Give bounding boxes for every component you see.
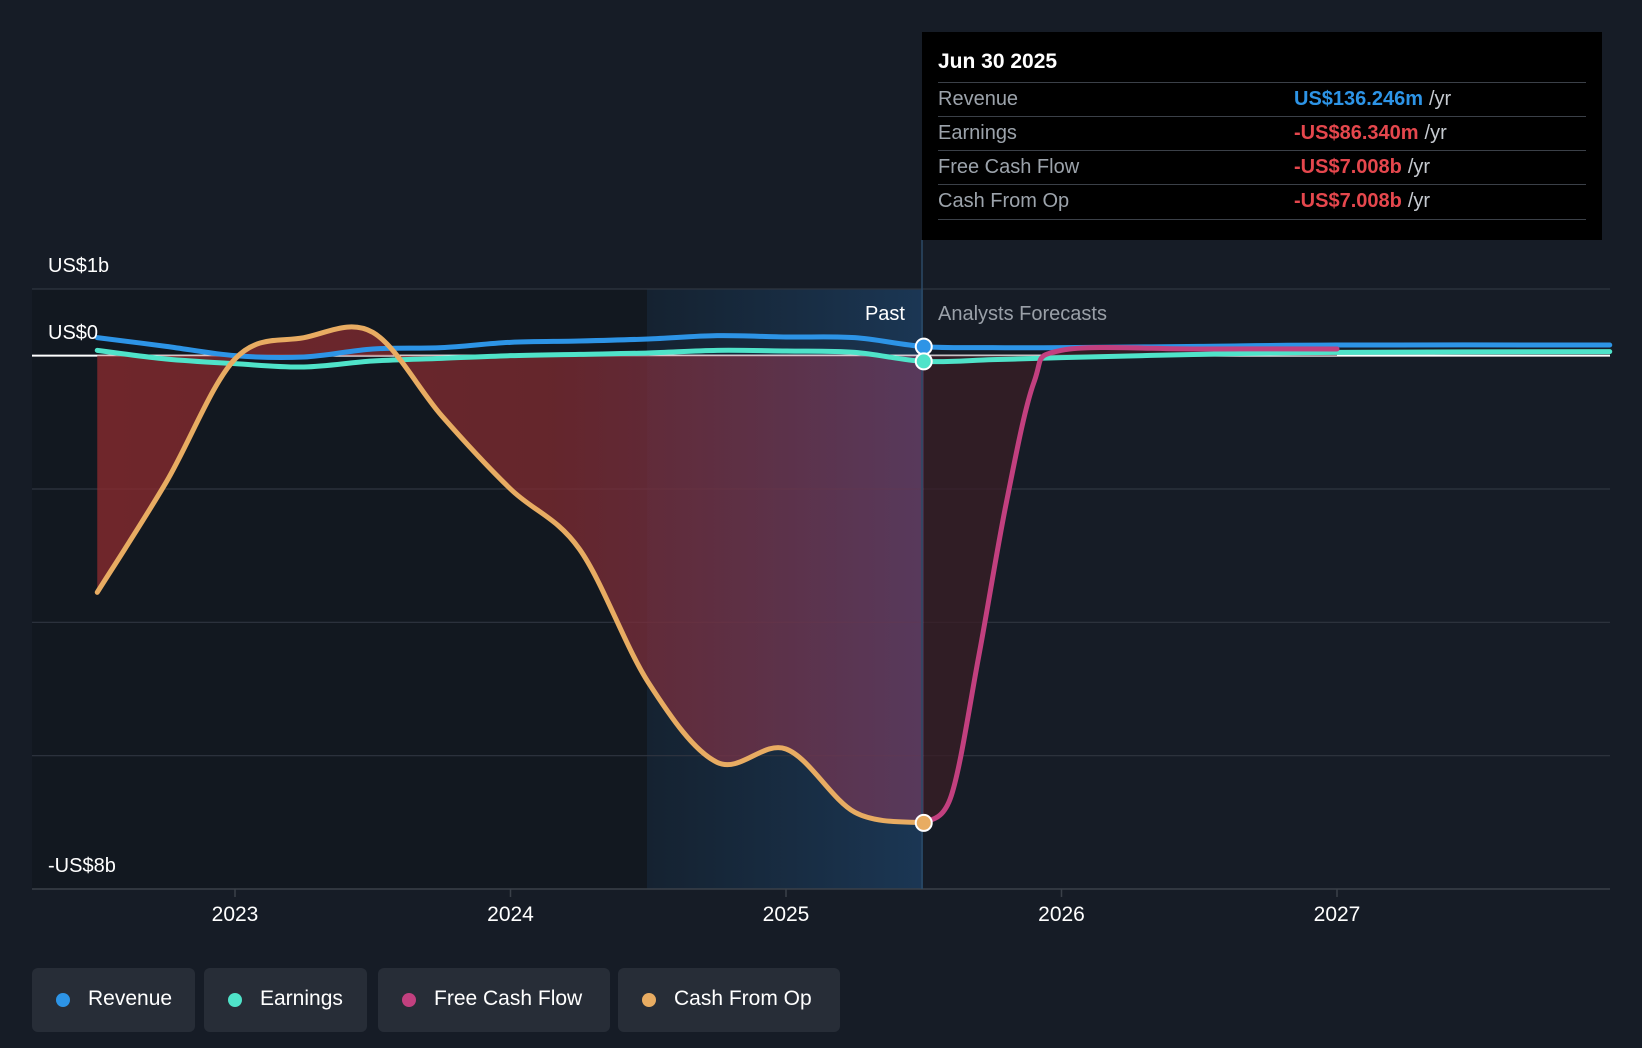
tooltip-date: Jun 30 2025 <box>938 50 1058 73</box>
tooltip-row-revenue: Revenue US$136.246m/yr <box>938 82 1586 117</box>
cash-area-fill <box>97 326 1337 823</box>
legend-dot-icon <box>56 993 70 1007</box>
y-label-top: US$1b <box>48 255 109 277</box>
earnings-line <box>94 347 1613 370</box>
x-tick-label: 2027 <box>1314 903 1361 926</box>
series-lines <box>94 324 1613 826</box>
free-cash-flow-line <box>921 345 1340 826</box>
x-tick-label: 2024 <box>487 903 534 926</box>
legend-dot-icon <box>228 993 242 1007</box>
legend-item-free-cash-flow[interactable]: Free Cash Flow <box>378 968 610 1032</box>
cash-from-op-marker <box>914 813 933 832</box>
tooltip-row-free-cash-flow: Free Cash Flow -US$7.008b/yr <box>938 150 1586 185</box>
y-label-zero: US$0 <box>48 322 98 344</box>
legend-label: Cash From Op <box>674 987 812 1010</box>
x-axis-ticks: 2023 2024 2025 2026 2027 <box>212 889 1361 926</box>
x-tick-label: 2025 <box>763 903 810 926</box>
tooltip-label: Cash From Op <box>938 190 1070 212</box>
tooltip-label: Revenue <box>938 88 1019 110</box>
legend-item-earnings[interactable]: Earnings <box>204 968 367 1032</box>
tooltip-value: US$136.246m/yr <box>1294 88 1452 110</box>
legend-dot-icon <box>642 993 656 1007</box>
revenue-line <box>94 333 1613 361</box>
legend-item-cash-from-op[interactable]: Cash From Op <box>618 968 840 1032</box>
x-tick-label: 2023 <box>212 903 259 926</box>
tooltip-value: -US$7.008b/yr <box>1294 190 1431 212</box>
tooltip-row-cash-from-op: Cash From Op -US$7.008b/yr <box>938 184 1586 220</box>
tooltip-value: -US$86.340m/yr <box>1294 122 1447 144</box>
forecast-label: Analysts Forecasts <box>938 303 1107 325</box>
legend-dot-icon <box>402 993 416 1007</box>
legend-label: Free Cash Flow <box>434 987 583 1010</box>
series-markers <box>914 337 933 832</box>
x-tick-label: 2026 <box>1038 903 1085 926</box>
revenue-marker <box>914 337 933 356</box>
tooltip-label: Free Cash Flow <box>938 156 1080 178</box>
earnings-marker <box>914 352 933 371</box>
cash-from-op-line <box>94 324 927 826</box>
tooltip: Jun 30 2025 Revenue US$136.246m/yr Earni… <box>922 32 1602 240</box>
legend-item-revenue[interactable]: Revenue <box>32 968 195 1032</box>
cash-from-op-area <box>97 326 924 823</box>
past-label: Past <box>865 303 905 325</box>
free-cash-flow-area <box>923 347 1337 823</box>
y-label-bottom: -US$8b <box>48 855 116 877</box>
legend-label: Earnings <box>260 987 343 1010</box>
tooltip-value: -US$7.008b/yr <box>1294 156 1431 178</box>
tooltip-row-earnings: Earnings -US$86.340m/yr <box>938 116 1586 151</box>
tooltip-label: Earnings <box>938 122 1017 144</box>
legend-label: Revenue <box>88 987 173 1010</box>
